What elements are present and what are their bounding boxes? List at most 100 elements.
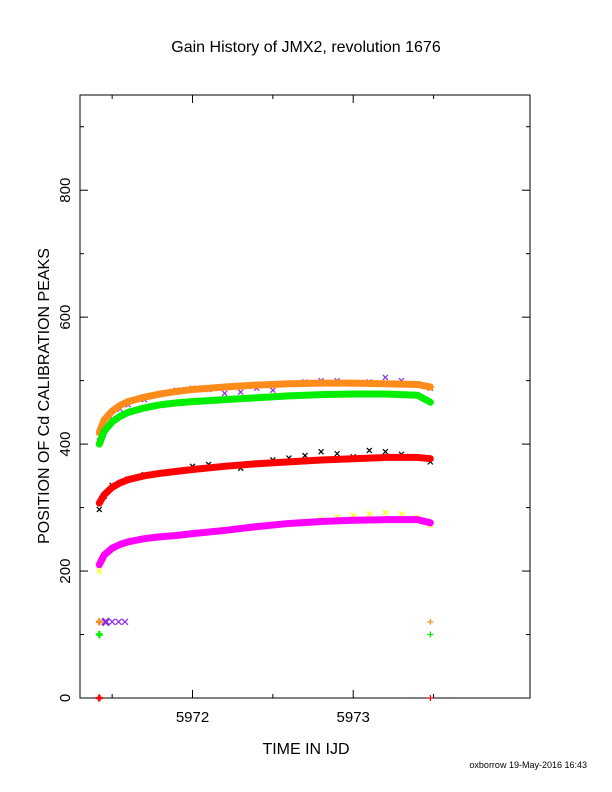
series-6-point xyxy=(221,527,228,534)
series-4-point xyxy=(414,454,421,461)
axis-ticks: 0 200 400 600 800 5972 5973 xyxy=(57,95,530,726)
series-2-band xyxy=(95,390,434,448)
series-3-point xyxy=(318,448,324,455)
series-2-point xyxy=(117,413,124,420)
series-1-point xyxy=(141,394,148,401)
series-1-point xyxy=(117,402,124,409)
low-marker-3-point xyxy=(95,694,103,702)
series-4-point xyxy=(350,455,357,462)
series-6-point xyxy=(96,561,103,568)
series-1-point xyxy=(173,388,180,395)
series-2-point xyxy=(221,396,228,403)
low-marker-1-point xyxy=(101,617,111,627)
y-tick-label: 0 xyxy=(57,694,74,702)
series-0-point xyxy=(269,387,276,394)
series-2-point xyxy=(318,391,325,398)
series-0-point xyxy=(237,389,244,395)
footer-stamp: oxborrow 19-May-2016 16:43 xyxy=(469,760,587,770)
series-4-point xyxy=(189,466,196,473)
series-1-point xyxy=(253,382,260,389)
low-marker-0-point xyxy=(427,618,434,625)
series-2-point xyxy=(157,401,164,408)
series-6-point xyxy=(173,532,180,539)
series-6-point xyxy=(157,533,164,540)
plot-frame xyxy=(79,94,531,699)
low-marker-3-point xyxy=(427,695,434,701)
series-1-point xyxy=(101,416,108,423)
series-2-point xyxy=(96,441,103,448)
series-2-point xyxy=(427,399,434,406)
series-4-point xyxy=(221,463,228,470)
series-1-point xyxy=(382,380,389,387)
series-6-point xyxy=(427,519,434,526)
series-2-point xyxy=(382,390,389,397)
series-1-point xyxy=(318,380,325,387)
series-6-point xyxy=(189,530,196,537)
series-3-point xyxy=(366,447,373,454)
series-1-point xyxy=(109,408,116,415)
series-2-point xyxy=(173,399,180,406)
series-4-point xyxy=(427,455,434,462)
series-4-band xyxy=(95,453,434,507)
series-1-point xyxy=(221,383,228,390)
series-5-point xyxy=(398,511,405,517)
series-0-point xyxy=(221,390,228,397)
data-marks xyxy=(95,374,434,702)
series-5-point xyxy=(366,511,373,517)
series-6-point xyxy=(318,518,325,525)
y-tick-label: 800 xyxy=(57,178,74,203)
series-6-point xyxy=(125,538,132,545)
series-2-point xyxy=(125,409,132,416)
low-marker-1-point xyxy=(108,618,116,626)
series-6-point xyxy=(350,517,357,524)
series-2-point xyxy=(141,404,148,411)
x-tick-label: 5973 xyxy=(337,709,370,726)
series-3-point xyxy=(302,452,308,459)
series-4-point xyxy=(125,476,132,483)
series-4-point xyxy=(318,456,325,463)
y-axis-label: POSITION OF Cd CALIBRATION PEAKS xyxy=(36,248,53,544)
series-5-point xyxy=(96,568,103,574)
series-4-point xyxy=(285,458,292,465)
low-marker-1-point xyxy=(115,618,122,626)
y-tick-label: 400 xyxy=(57,432,74,457)
y-tick-label: 600 xyxy=(57,305,74,330)
series-4-point xyxy=(173,468,180,475)
series-4-point xyxy=(109,484,116,491)
series-4-point xyxy=(157,470,164,477)
x-tick-label: 5972 xyxy=(176,709,209,726)
series-1-point xyxy=(125,398,132,405)
series-2-point xyxy=(101,428,108,435)
series-1-point xyxy=(189,386,196,393)
series-1-point xyxy=(350,380,357,387)
series-1-point xyxy=(157,390,164,397)
series-6-point xyxy=(109,545,116,552)
series-0-point xyxy=(382,374,389,381)
series-6-point xyxy=(382,516,389,523)
series-6-point xyxy=(253,523,260,530)
series-5-point xyxy=(382,509,389,516)
series-3-point xyxy=(96,506,103,513)
series-4-point xyxy=(101,491,108,498)
series-1-point xyxy=(427,383,434,390)
series-4-point xyxy=(141,472,148,479)
series-3-point xyxy=(334,450,341,457)
series-6-point xyxy=(285,520,292,527)
series-4-point xyxy=(382,454,389,461)
series-4-point xyxy=(96,500,103,507)
series-6-point xyxy=(117,541,124,548)
series-2-point xyxy=(285,392,292,399)
low-marker-2-point xyxy=(427,631,434,638)
series-4-point xyxy=(117,479,124,486)
chart-title: Gain History of JMX2, revolution 1676 xyxy=(171,39,441,56)
y-tick-label: 200 xyxy=(57,559,74,584)
series-3-point xyxy=(382,448,389,455)
low-marker-0-point xyxy=(95,618,103,626)
series-1-point xyxy=(285,380,292,387)
series-6-band xyxy=(95,516,434,569)
series-2-point xyxy=(189,398,196,405)
x-axis-label: TIME IN IJD xyxy=(262,741,349,758)
series-2-point xyxy=(414,392,421,399)
series-2-point xyxy=(350,390,357,397)
